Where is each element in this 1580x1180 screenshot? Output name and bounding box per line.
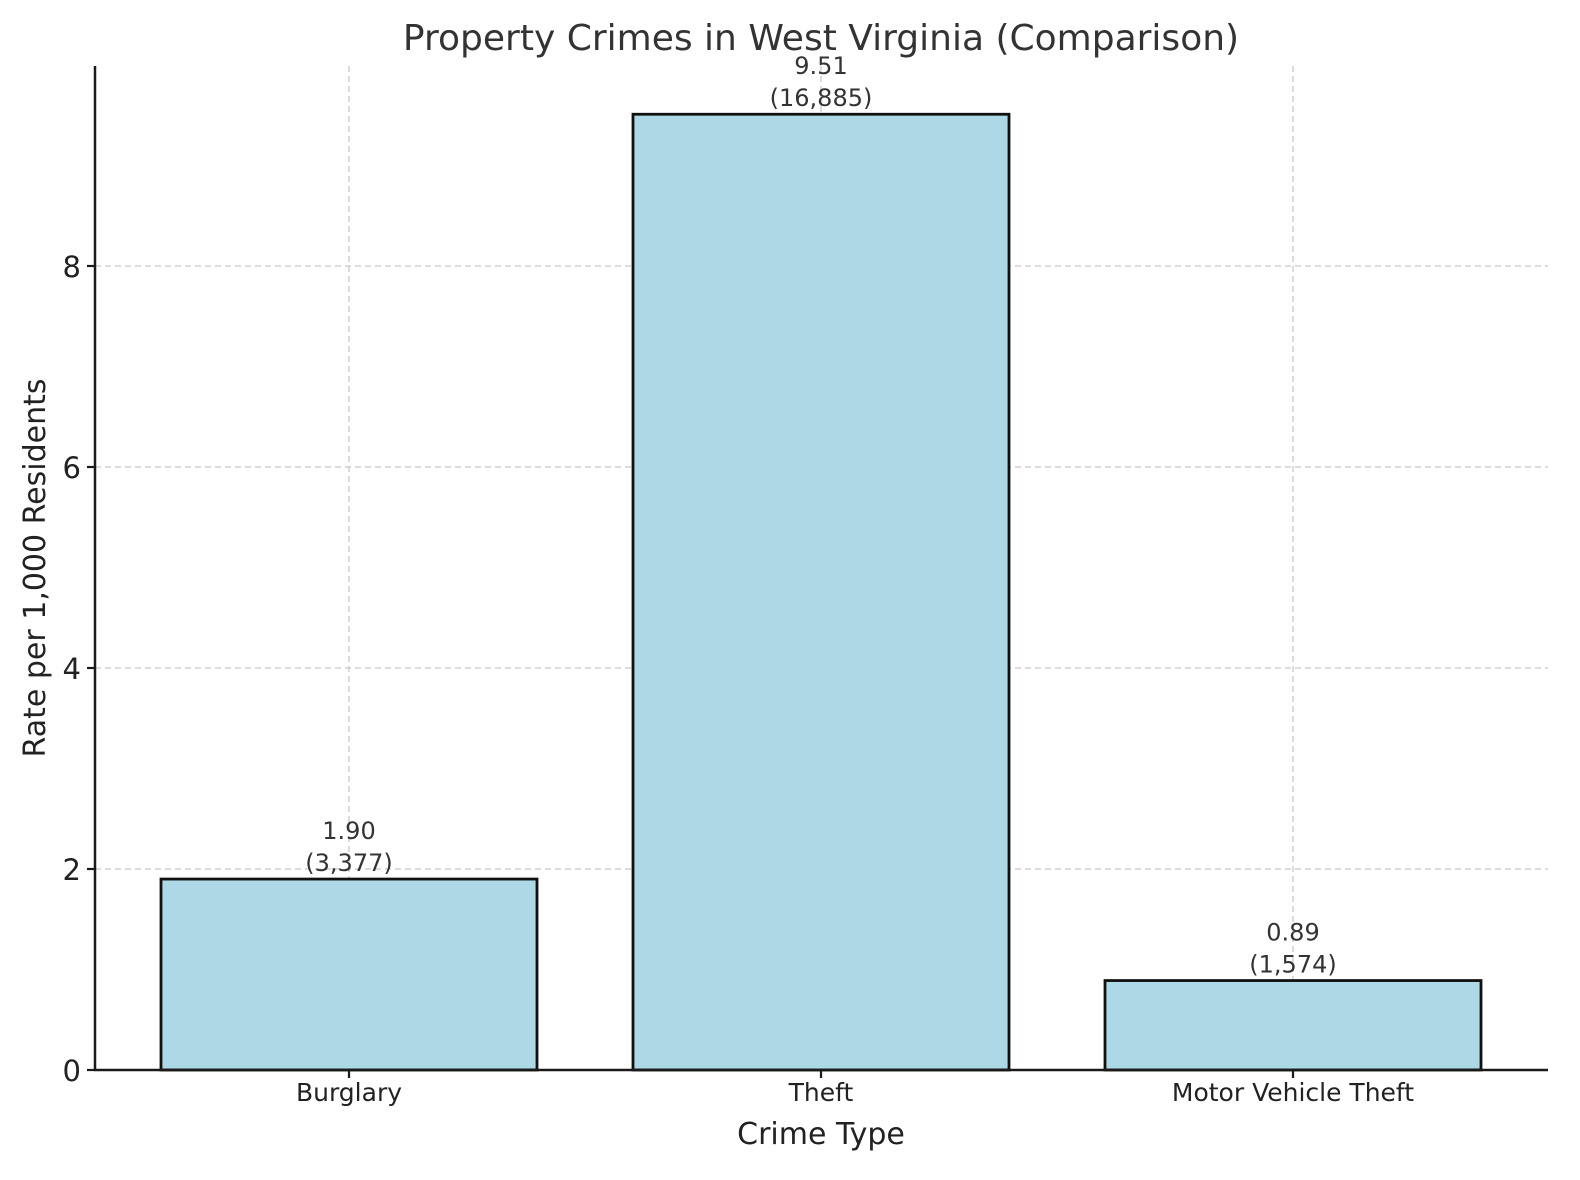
bar-burglary [159,877,539,1072]
bar-motor-vehicle-theft [1103,979,1483,1072]
x-tick-label: Motor Vehicle Theft [1172,1078,1414,1107]
y-tick-label: 6 [63,451,81,485]
x-axis-label: Crime Type [737,1117,905,1152]
bar-count-label: (16,885) [770,84,873,112]
y-tick-label: 8 [63,250,81,284]
x-tick-label: Burglary [296,1078,402,1107]
y-tick-label: 4 [63,652,81,686]
bar-theft [631,112,1011,1072]
y-axis-ticks: 0 2 4 6 8 [63,250,95,1088]
bar-rate-label: 9.51 [794,52,847,80]
bar-count-label: (1,574) [1249,951,1336,979]
bar-value-labels: 1.90 (3,377) 9.51 (16,885) 0.89 (1,574) [305,52,1336,978]
bars [159,112,1483,1072]
bar-count-label: (3,377) [305,849,392,877]
x-axis-ticks: Burglary Theft Motor Vehicle Theft [296,1070,1414,1107]
y-tick-label: 2 [63,853,81,887]
x-tick-label: Theft [788,1078,854,1107]
bar-rate-label: 0.89 [1266,919,1319,947]
y-tick-label: 0 [63,1054,81,1088]
y-axis-label: Rate per 1,000 Residents [18,379,53,758]
y-gridlines [95,265,1548,870]
bar-rate-label: 1.90 [322,817,375,845]
chart-title: Property Crimes in West Virginia (Compar… [403,18,1239,59]
